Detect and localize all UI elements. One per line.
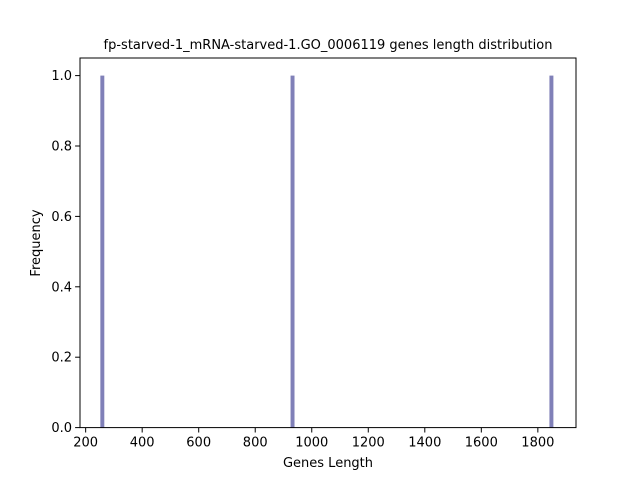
x-tick-label: 1600 [465, 436, 498, 451]
x-tick-label: 1400 [408, 436, 441, 451]
bars-layer [100, 75, 554, 428]
y-tick-label: 0.4 [51, 280, 72, 295]
y-axis-label: Frequency [29, 209, 44, 276]
x-tick-label: 400 [130, 436, 155, 451]
x-tick-label: 1000 [295, 436, 328, 451]
x-tick-label: 800 [243, 436, 268, 451]
chart-title: fp-starved-1_mRNA-starved-1.GO_0006119 g… [104, 38, 553, 53]
x-tick-label: 200 [73, 436, 98, 451]
y-tick-label: 0.6 [51, 210, 72, 225]
y-tick-label: 0.2 [51, 351, 72, 366]
x-tick-label: 1800 [521, 436, 554, 451]
plot-frame [79, 57, 577, 429]
x-axis-ticks: 200 400 600 800 1000 1200 1400 1600 1800 [73, 427, 554, 451]
x-tick-label: 600 [186, 436, 211, 451]
histogram-bar [290, 75, 295, 428]
y-tick-label: 0.0 [51, 421, 72, 436]
y-tick-label: 1.0 [51, 69, 72, 84]
x-axis-label: Genes Length [283, 456, 373, 471]
x-tick-label: 1200 [352, 436, 385, 451]
histogram-bar [549, 75, 554, 428]
y-tick-label: 0.8 [51, 140, 72, 155]
y-axis-ticks: 0.0 0.2 0.4 0.6 0.8 1.0 [51, 69, 80, 436]
histogram-bar [100, 75, 105, 428]
